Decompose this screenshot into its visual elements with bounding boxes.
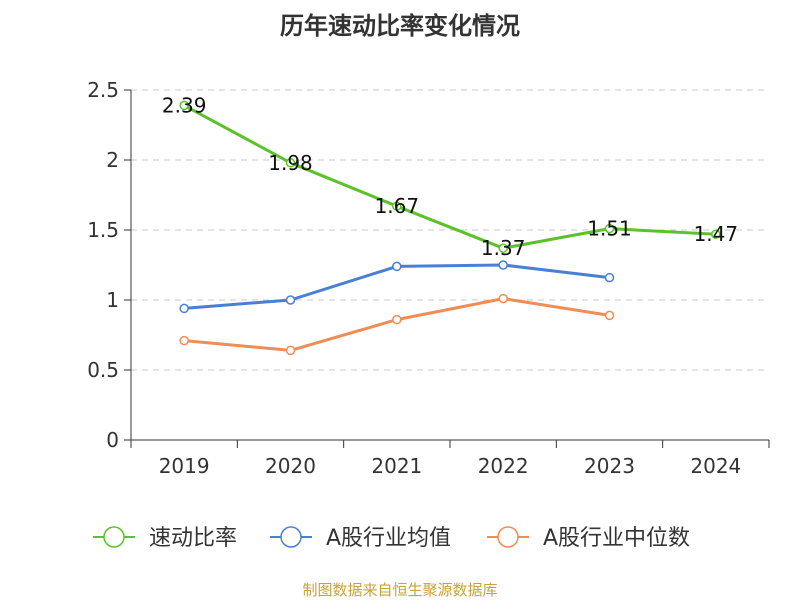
legend-marker [280,526,302,548]
data-point [285,158,296,168]
x-tick-label: 2020 [265,454,316,478]
y-tick-label: 1 [106,288,119,312]
series-line [184,263,610,310]
data-point [179,303,189,314]
x-tick-label: 2019 [159,454,210,478]
y-tick-label: 1.5 [87,218,119,242]
y-tick-label: 2 [106,148,119,172]
x-tick-label: 2024 [690,454,741,478]
data-point [604,272,615,283]
y-tick-label: 0.5 [87,358,119,382]
legend-marker [103,526,125,548]
data-point [179,100,189,111]
data-point [604,223,615,234]
data-point [392,261,402,272]
legend-label: A股行业均值 [326,526,451,551]
data-point [604,310,615,321]
series-line [184,297,610,352]
chart-title: 历年速动比率变化情况 [280,12,520,40]
x-tick-label: 2022 [478,454,529,478]
y-tick-label: 2.5 [87,78,119,102]
data-point [285,295,296,305]
data-label: 1.67 [375,194,420,218]
data-point [498,260,508,270]
data-label: 1.47 [694,222,739,246]
data-label: 1.37 [481,236,526,260]
x-tick-label: 2023 [584,454,635,478]
legend-label: 速动比率 [149,526,237,551]
data-point [392,201,402,211]
data-point [179,335,189,346]
source-note: 制图数据来自恒生聚源数据库 [302,581,498,599]
data-point [285,345,296,356]
legend-marker [497,526,519,548]
x-tick-label: 2021 [371,454,422,478]
data-point [392,314,402,325]
series-line [183,104,716,250]
y-tick-label: 0 [106,428,119,452]
data-point [498,243,508,253]
data-label: 2.39 [162,93,207,117]
legend-label: A股行业中位数 [543,526,690,551]
data-point [711,229,721,239]
data-point [498,293,508,304]
data-label: 1.51 [587,217,632,241]
data-label: 1.98 [268,151,313,175]
